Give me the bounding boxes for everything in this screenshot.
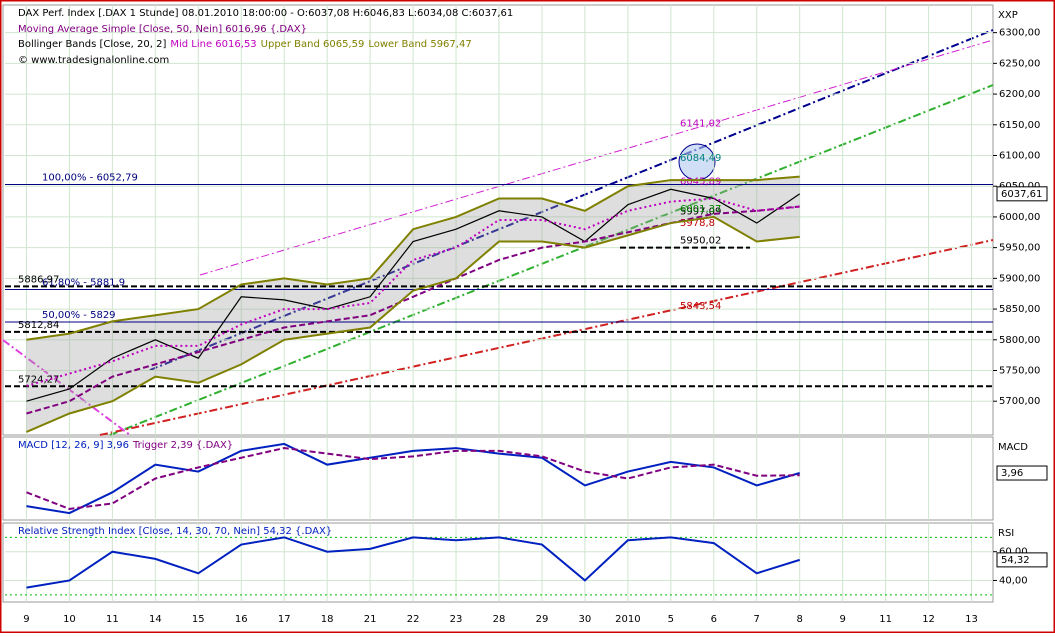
axis-label: MACD — [998, 442, 1028, 453]
legend-entry: Upper Band 6065,59 — [261, 39, 365, 50]
y-tick-label: 6250,00 — [999, 58, 1040, 69]
x-tick-label: 21 — [364, 614, 377, 625]
series-line — [26, 188, 801, 402]
level-label: 5886,97 — [18, 274, 59, 285]
x-tick-label: 11 — [106, 614, 119, 625]
x-tick-label: 29 — [536, 614, 549, 625]
x-tick-label: 16 — [235, 614, 248, 625]
series-line — [26, 175, 800, 341]
y-tick-label: 40,00 — [999, 575, 1028, 586]
rsi-panel — [2, 522, 994, 603]
legend-entry: Relative Strength Index [Close, 14, 30, … — [18, 526, 332, 537]
y-tick-label: 5900,00 — [999, 273, 1040, 284]
value-tag — [996, 552, 1048, 568]
y-tick-label: 6200,00 — [999, 89, 1040, 100]
trend-lines — [2, 29, 994, 436]
level-label: 5843,54 — [680, 301, 721, 312]
x-tick-label: 10 — [63, 614, 76, 625]
trend-line — [199, 39, 994, 276]
x-tick-label: 6 — [711, 614, 717, 625]
x-tick-label: 11 — [879, 614, 892, 625]
value-label: 54,32 — [1001, 555, 1030, 566]
main-panel — [2, 4, 994, 436]
x-tick-label: 9 — [839, 614, 845, 625]
x-tick-label: 2010 — [615, 614, 640, 625]
legend-entry: Bollinger Bands [Close, 20, 2] — [18, 39, 166, 50]
value-label: 3,96 — [1001, 468, 1023, 479]
series-line — [26, 536, 800, 589]
axis-label: RSI — [998, 528, 1014, 539]
x-tick-label: 8 — [797, 614, 803, 625]
legend-entry: Trigger 2,39 {.DAX} — [132, 440, 233, 451]
level-label: 6001,37 — [680, 204, 721, 215]
x-tick-label: 17 — [278, 614, 291, 625]
value-label: 6037,61 — [1001, 189, 1042, 200]
legend-entry: Moving Average Simple [Close, 50, Nein] … — [18, 24, 307, 35]
y-tick-label: 5850,00 — [999, 304, 1040, 315]
level-label: 50,00% - 5829 — [42, 310, 116, 321]
y-tick-label: 6000,00 — [999, 212, 1040, 223]
value-tag — [996, 465, 1048, 481]
x-tick-label: 14 — [149, 614, 162, 625]
x-tick-label: 7 — [754, 614, 760, 625]
x-tick-label: 5 — [668, 614, 674, 625]
x-tick-label: 28 — [493, 614, 506, 625]
level-label: 100,00% - 6052,79 — [42, 173, 138, 184]
y-tick-label: 5700,00 — [999, 396, 1040, 407]
y-tick-label: 6300,00 — [999, 28, 1040, 39]
legend-entry: Lower Band 5967,47 — [368, 39, 471, 50]
x-tick-label: 13 — [965, 614, 978, 625]
x-tick-label: 30 — [579, 614, 592, 625]
y-tick-label: 5750,00 — [999, 366, 1040, 377]
macd-panel — [2, 436, 994, 521]
level-label: 5997,09 — [680, 207, 721, 218]
x-tick-label: 9 — [23, 614, 29, 625]
legend-entry: MACD [12, 26, 9] 3,96 — [18, 440, 129, 451]
level-label: 5812,84 — [18, 320, 59, 331]
y-tick-label: 60,00 — [999, 547, 1028, 558]
series-line — [26, 215, 800, 433]
x-tick-label: 22 — [407, 614, 420, 625]
copyright: © www.tradesignalonline.com — [18, 55, 169, 66]
trend-line — [149, 29, 994, 371]
y-tick-label: 6100,00 — [999, 151, 1040, 162]
series-line — [26, 447, 800, 510]
x-tick-label: 15 — [192, 614, 205, 625]
legend-entry: Mid Line 6016,53 — [170, 39, 256, 50]
level-label: 6084,49 — [680, 153, 721, 164]
trend-line — [2, 339, 131, 436]
x-tick-label: 18 — [321, 614, 334, 625]
level-label: 5724,27 — [18, 374, 59, 385]
x-tick-label: 12 — [922, 614, 935, 625]
axis-label: XXP — [998, 10, 1018, 21]
y-tick-label: 6150,00 — [999, 120, 1040, 131]
y-tick-label: 5950,00 — [999, 243, 1040, 254]
level-label: 6045,89 — [680, 177, 721, 188]
y-tick-label: 5800,00 — [999, 335, 1040, 346]
x-tick-label: 23 — [450, 614, 463, 625]
trend-line — [109, 84, 994, 436]
level-label: 6141,02 — [680, 118, 721, 129]
level-label: 5950,02 — [680, 236, 721, 247]
series-line — [26, 442, 800, 515]
level-label: 61,80% - 5881,9 — [42, 277, 125, 288]
chart-title: DAX Perf. Index [.DAX 1 Stunde] 08.01.20… — [18, 8, 513, 19]
value-tag — [996, 186, 1048, 202]
level-label: 5978,8 — [680, 218, 715, 229]
